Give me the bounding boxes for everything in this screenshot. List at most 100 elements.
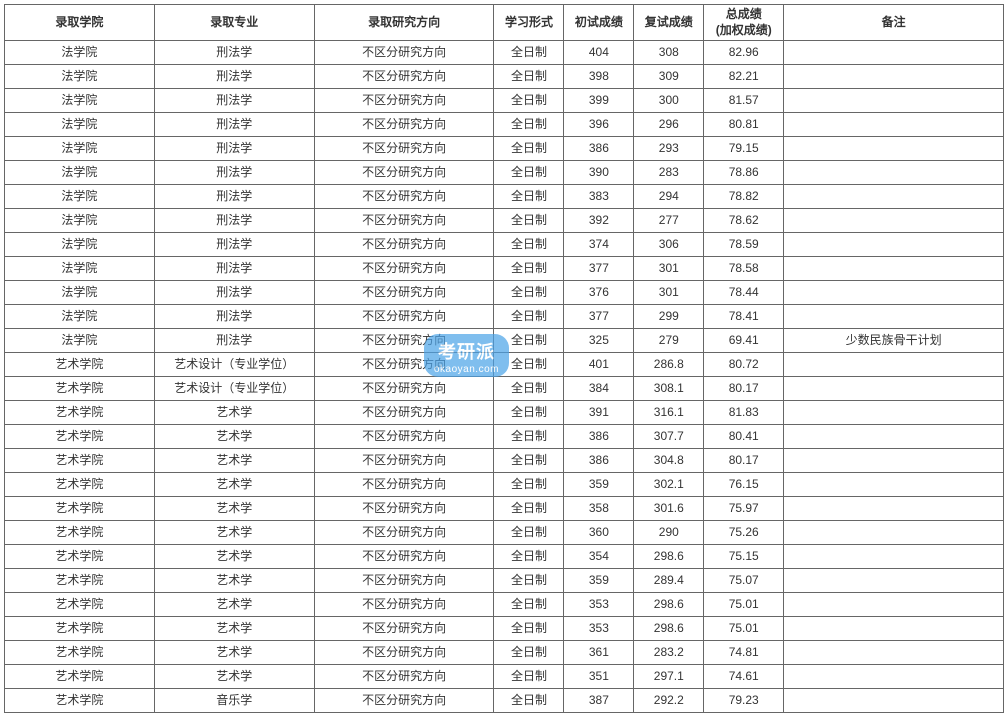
table-cell: 不区分研究方向: [314, 137, 494, 161]
table-cell: 376: [564, 281, 634, 305]
table-row: 法学院刑法学不区分研究方向全日制32527969.41少数民族骨干计划: [5, 329, 1004, 353]
table-row: 艺术学院艺术学不区分研究方向全日制353298.675.01: [5, 593, 1004, 617]
table-cell: [784, 113, 1004, 137]
table-cell: 80.81: [704, 113, 784, 137]
table-cell: 308.1: [634, 377, 704, 401]
table-row: 艺术学院艺术学不区分研究方向全日制358301.675.97: [5, 497, 1004, 521]
table-cell: 艺术学: [154, 593, 314, 617]
table-cell: 不区分研究方向: [314, 305, 494, 329]
table-cell: [784, 41, 1004, 65]
table-cell: 不区分研究方向: [314, 401, 494, 425]
table-row: 法学院刑法学不区分研究方向全日制37630178.44: [5, 281, 1004, 305]
table-cell: 刑法学: [154, 233, 314, 257]
table-cell: 75.97: [704, 497, 784, 521]
table-cell: 不区分研究方向: [314, 377, 494, 401]
table-cell: 不区分研究方向: [314, 329, 494, 353]
table-row: 法学院刑法学不区分研究方向全日制38329478.82: [5, 185, 1004, 209]
table-cell: 艺术学院: [5, 425, 155, 449]
table-cell: 全日制: [494, 377, 564, 401]
table-cell: [784, 617, 1004, 641]
table-cell: 353: [564, 593, 634, 617]
table-cell: [784, 689, 1004, 713]
table-cell: 297.1: [634, 665, 704, 689]
table-cell: 351: [564, 665, 634, 689]
table-cell: 刑法学: [154, 41, 314, 65]
table-cell: 刑法学: [154, 185, 314, 209]
table-row: 艺术学院艺术学不区分研究方向全日制354298.675.15: [5, 545, 1004, 569]
table-cell: 298.6: [634, 593, 704, 617]
table-cell: 全日制: [494, 329, 564, 353]
table-cell: [784, 281, 1004, 305]
table-cell: 377: [564, 257, 634, 281]
table-cell: 艺术学院: [5, 401, 155, 425]
table-row: 法学院刑法学不区分研究方向全日制39629680.81: [5, 113, 1004, 137]
table-cell: 82.96: [704, 41, 784, 65]
table-cell: 359: [564, 569, 634, 593]
table-row: 法学院刑法学不区分研究方向全日制38629379.15: [5, 137, 1004, 161]
table-cell: 艺术学院: [5, 353, 155, 377]
column-header-7: 备注: [784, 5, 1004, 41]
table-row: 艺术学院艺术学不区分研究方向全日制359289.475.07: [5, 569, 1004, 593]
table-cell: 法学院: [5, 161, 155, 185]
table-cell: [784, 569, 1004, 593]
table-cell: 290: [634, 521, 704, 545]
table-cell: [784, 449, 1004, 473]
table-cell: 79.15: [704, 137, 784, 161]
column-header-2: 录取研究方向: [314, 5, 494, 41]
table-cell: 383: [564, 185, 634, 209]
table-cell: 78.82: [704, 185, 784, 209]
table-cell: 不区分研究方向: [314, 617, 494, 641]
table-cell: 360: [564, 521, 634, 545]
table-row: 艺术学院艺术学不区分研究方向全日制351297.174.61: [5, 665, 1004, 689]
table-cell: 刑法学: [154, 113, 314, 137]
table-cell: 刑法学: [154, 281, 314, 305]
table-cell: 353: [564, 617, 634, 641]
table-cell: 不区分研究方向: [314, 665, 494, 689]
table-cell: 艺术学: [154, 401, 314, 425]
table-cell: 76.15: [704, 473, 784, 497]
table-cell: 298.6: [634, 617, 704, 641]
table-cell: 不区分研究方向: [314, 185, 494, 209]
table-cell: 302.1: [634, 473, 704, 497]
table-cell: 不区分研究方向: [314, 209, 494, 233]
table-cell: 法学院: [5, 329, 155, 353]
table-cell: 刑法学: [154, 65, 314, 89]
table-cell: 不区分研究方向: [314, 545, 494, 569]
table-cell: 401: [564, 353, 634, 377]
table-row: 法学院刑法学不区分研究方向全日制37729978.41: [5, 305, 1004, 329]
table-cell: [784, 425, 1004, 449]
table-cell: 不区分研究方向: [314, 449, 494, 473]
table-cell: [784, 401, 1004, 425]
table-cell: 艺术学院: [5, 617, 155, 641]
table-cell: [784, 665, 1004, 689]
table-cell: 全日制: [494, 137, 564, 161]
table-cell: 283: [634, 161, 704, 185]
table-cell: 艺术学: [154, 521, 314, 545]
table-cell: 81.83: [704, 401, 784, 425]
table-cell: 少数民族骨干计划: [784, 329, 1004, 353]
table-cell: 艺术学: [154, 473, 314, 497]
table-cell: 75.01: [704, 617, 784, 641]
table-cell: [784, 305, 1004, 329]
table-cell: 全日制: [494, 257, 564, 281]
table-cell: 全日制: [494, 281, 564, 305]
table-cell: 全日制: [494, 161, 564, 185]
table-cell: 不区分研究方向: [314, 593, 494, 617]
table-row: 艺术学院艺术学不区分研究方向全日制391316.181.83: [5, 401, 1004, 425]
table-cell: 325: [564, 329, 634, 353]
table-cell: 306: [634, 233, 704, 257]
table-cell: 全日制: [494, 569, 564, 593]
table-cell: 299: [634, 305, 704, 329]
table-cell: 艺术学院: [5, 689, 155, 713]
table-cell: 不区分研究方向: [314, 41, 494, 65]
table-cell: 法学院: [5, 41, 155, 65]
table-cell: 艺术学院: [5, 569, 155, 593]
table-cell: [784, 137, 1004, 161]
table-cell: 279: [634, 329, 704, 353]
table-cell: 法学院: [5, 209, 155, 233]
table-cell: 391: [564, 401, 634, 425]
table-cell: 298.6: [634, 545, 704, 569]
table-cell: 80.72: [704, 353, 784, 377]
table-cell: 全日制: [494, 545, 564, 569]
table-row: 法学院刑法学不区分研究方向全日制39830982.21: [5, 65, 1004, 89]
